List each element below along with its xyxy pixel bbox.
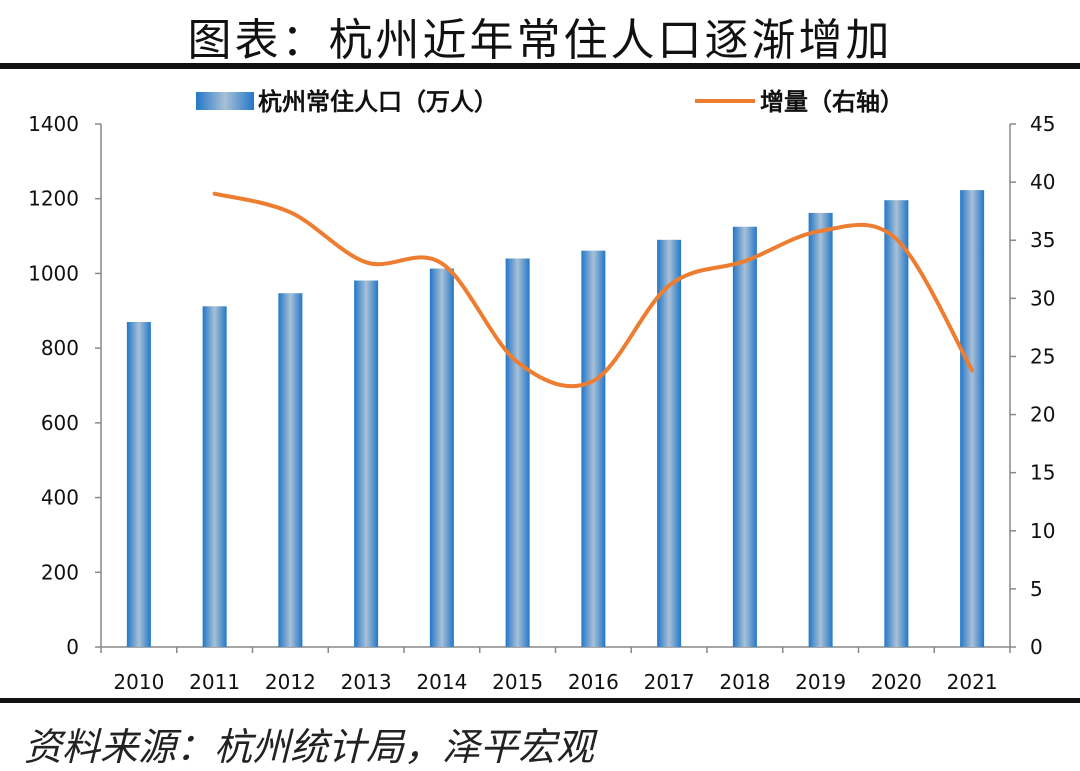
y-left-tick-label: 1400 bbox=[28, 112, 79, 136]
y-right-tick-label: 40 bbox=[1030, 170, 1055, 194]
bar-2014 bbox=[429, 268, 454, 647]
y-right-tick-label: 25 bbox=[1030, 344, 1055, 368]
bar-2019 bbox=[808, 212, 833, 647]
bar-2021 bbox=[960, 190, 985, 648]
x-tick-label: 2020 bbox=[871, 670, 922, 694]
x-tick-label: 2010 bbox=[113, 670, 164, 694]
bar-2015 bbox=[505, 258, 530, 647]
y-right-tick-label: 0 bbox=[1030, 635, 1043, 659]
y-right-tick-label: 20 bbox=[1030, 403, 1055, 427]
legend-bar-swatch bbox=[196, 92, 254, 110]
y-left-tick-label: 0 bbox=[66, 635, 79, 659]
legend: 杭州常住人口（万人） 增量（右轴） bbox=[196, 88, 904, 116]
bottom-divider bbox=[0, 698, 1080, 703]
y-right-tick-label: 15 bbox=[1030, 461, 1055, 485]
y-left-tick-label: 200 bbox=[41, 560, 79, 584]
y-left-tick-label: 800 bbox=[41, 336, 79, 360]
x-tick-label: 2017 bbox=[644, 670, 695, 694]
x-tick-label: 2019 bbox=[795, 670, 846, 694]
bar-2020 bbox=[884, 200, 909, 648]
y-right-tick-label: 35 bbox=[1030, 228, 1055, 252]
x-tick-label: 2021 bbox=[947, 670, 998, 694]
y-left-tick-label: 1200 bbox=[28, 187, 79, 211]
chart-title: 图表：杭州近年常住人口逐渐增加 bbox=[187, 15, 893, 66]
y-left-tick-label: 1000 bbox=[28, 261, 79, 285]
x-tick-label: 2015 bbox=[492, 670, 543, 694]
x-tick-label: 2018 bbox=[719, 670, 770, 694]
bar-2010 bbox=[126, 321, 151, 647]
x-tick-label: 2014 bbox=[416, 670, 467, 694]
increment-line bbox=[212, 191, 975, 389]
bar-2017 bbox=[657, 239, 682, 648]
bar-2016 bbox=[581, 250, 606, 647]
y-left-tick-label: 400 bbox=[41, 486, 79, 510]
legend-bar-label: 杭州常住人口（万人） bbox=[258, 88, 498, 116]
bar-2018 bbox=[732, 226, 757, 647]
bar-2012 bbox=[278, 293, 303, 647]
y-right-tick-label: 30 bbox=[1030, 286, 1055, 310]
x-tick-label: 2012 bbox=[265, 670, 316, 694]
y-right-tick-label: 45 bbox=[1030, 112, 1055, 136]
bar-2013 bbox=[354, 280, 379, 647]
bar-2011 bbox=[202, 306, 227, 647]
x-tick-label: 2013 bbox=[341, 670, 392, 694]
x-tick-label: 2016 bbox=[568, 670, 619, 694]
title-divider bbox=[0, 63, 1080, 69]
y-left-tick-label: 600 bbox=[41, 411, 79, 435]
legend-line-label: 增量（右轴） bbox=[760, 88, 904, 116]
source-note: 资料来源：杭州统计局，泽平宏观 bbox=[24, 725, 595, 769]
x-tick-label: 2011 bbox=[189, 670, 240, 694]
y-right-tick-label: 10 bbox=[1030, 519, 1055, 543]
y-right-tick-label: 5 bbox=[1030, 577, 1043, 601]
